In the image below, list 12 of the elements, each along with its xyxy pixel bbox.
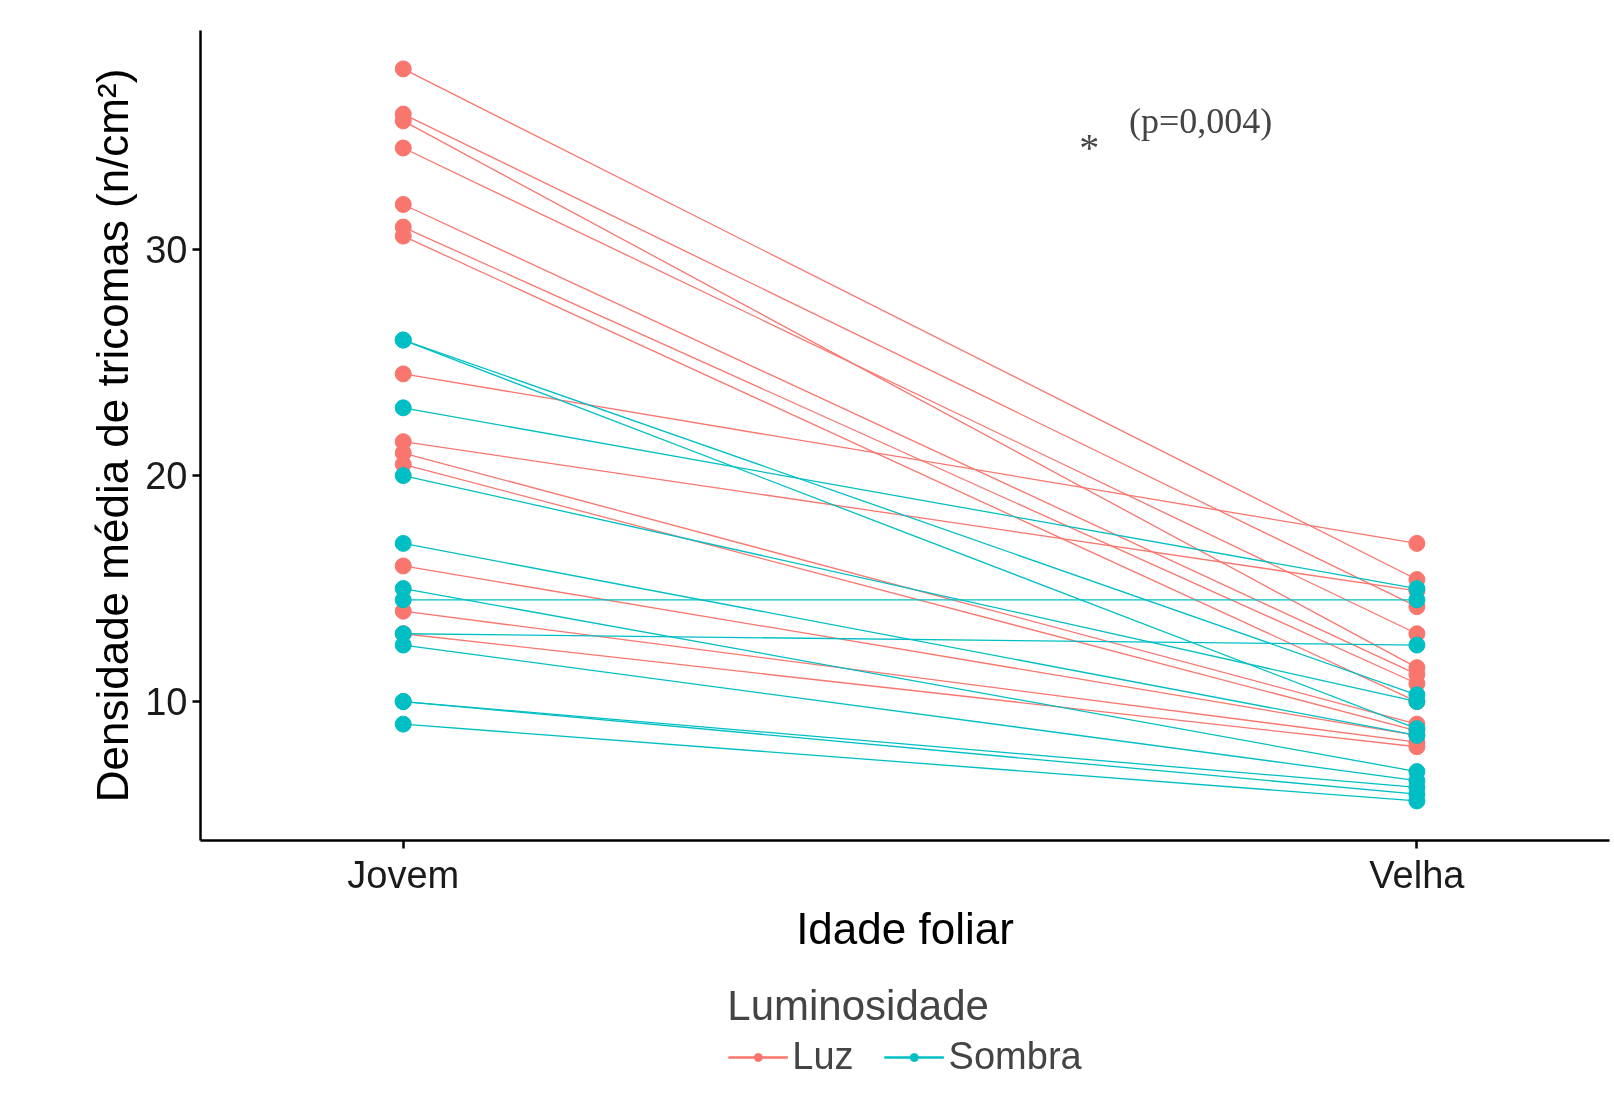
legend-title: Luminosidade (727, 982, 990, 1030)
annotation: * (1079, 125, 1100, 171)
y-tick-label: 20 (145, 455, 188, 498)
legend-label: Luz (792, 1035, 854, 1078)
y-axis-title: Densidade média de tricomas (n/cm²) (88, 68, 138, 803)
annotation: (p=0,004) (1129, 100, 1273, 141)
x-tick-label: Velha (1369, 853, 1466, 896)
legend-label: Sombra (948, 1035, 1082, 1078)
y-tick-label: 10 (145, 681, 188, 724)
y-tick-label: 30 (145, 229, 188, 272)
x-axis-title: Idade foliar (796, 903, 1014, 953)
x-tick-label: Jovem (347, 853, 460, 896)
